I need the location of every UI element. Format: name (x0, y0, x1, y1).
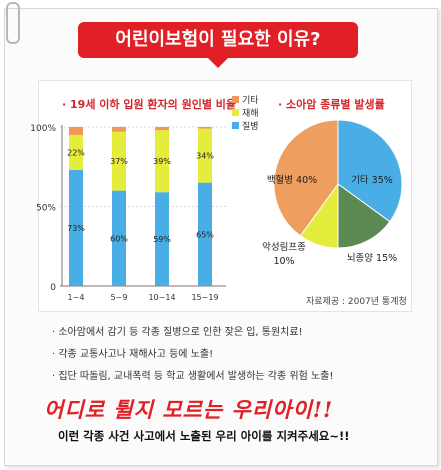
bar-segment-기타 (112, 127, 126, 132)
pie-slice-기타 (337, 119, 403, 223)
y-tick-label: 100% (30, 124, 56, 134)
tagline-text: 이런 각종 사건 사고에서 노출된 우리 아이를 지켜주세요~!! (58, 429, 350, 443)
bar-segment-질병 (155, 192, 169, 286)
bar-segment-기타 (69, 127, 83, 135)
bar-segment-기타 (155, 127, 169, 131)
pie-slice-label: 악성림프종 (262, 241, 306, 253)
pie-slice-value: 10% (273, 256, 294, 267)
y-tick-label: 0 (50, 283, 56, 293)
bar-data-label: 39% (153, 157, 171, 166)
bar-data-label: 34% (196, 152, 214, 161)
bar-data-label: 37% (110, 157, 128, 166)
x-tick-label: 10~14 (148, 293, 175, 302)
bar-segment-재해 (198, 128, 212, 183)
legend-label: 질병 (242, 120, 259, 132)
bar-chart-title: · 19세 이하 입원 환자의 원인별 비율 (62, 98, 237, 111)
pie-slice-label: 백혈병 40% (267, 174, 317, 186)
bar-segment-재해 (69, 134, 83, 170)
pie-slice-label: 뇌종양 15% (347, 253, 397, 264)
pie-slice-백혈병 (273, 119, 339, 237)
bar-segment-질병 (112, 190, 126, 286)
banner-title: 어린이보험이 필요한 이유? (115, 29, 321, 50)
pie-slice-label: 기타 35% (351, 175, 393, 186)
bullet-item: · 소아암에서 감기 등 각종 질병으로 인한 잦은 입, 통원치료! (52, 327, 303, 338)
bar-segment-재해 (155, 130, 169, 193)
bar-data-label: 65% (196, 230, 214, 239)
pie-chart-title: · 소아암 종류별 발생률 (278, 98, 385, 111)
bar-data-label: 60% (110, 234, 128, 243)
pie-slice-뇌종양 (337, 183, 391, 249)
title-banner: 어린이보험이 필요한 이유? (78, 22, 358, 68)
source-note: 자료제공 : 2007년 통계청 (306, 297, 407, 307)
x-tick-label: 5~9 (111, 293, 128, 302)
legend-swatch (232, 96, 239, 103)
bullet-item: · 집단 따돌림, 교내폭력 등 학교 생활에서 발생하는 각종 위험 노출! (52, 371, 334, 382)
bullet-item: · 각종 교통사고나 재해사고 등에 노출! (52, 349, 214, 360)
slogan-text: 어디로 튈지 모르는 우리아이!! (44, 397, 334, 422)
bar-segment-질병 (198, 182, 212, 286)
x-tick-label: 1~4 (68, 293, 85, 302)
x-tick-label: 15~19 (191, 293, 218, 302)
bar-segment-재해 (112, 131, 126, 191)
paper-clip-icon (6, 2, 20, 44)
bullet-list: · 소아암에서 감기 등 각종 질병으로 인한 잦은 입, 통원치료! · 각종… (52, 322, 333, 388)
bar-segment-질병 (69, 169, 83, 286)
bar-segment-기타 (198, 127, 212, 129)
bar-data-label: 22% (67, 148, 85, 157)
legend-swatch (232, 122, 239, 129)
y-tick-label: 50% (36, 204, 56, 214)
legend-swatch (232, 109, 239, 116)
bar-data-label: 59% (153, 235, 171, 244)
legend-label: 기타 (242, 95, 259, 106)
bar-data-label: 73% (67, 224, 85, 233)
legend-label: 재해 (242, 108, 259, 119)
